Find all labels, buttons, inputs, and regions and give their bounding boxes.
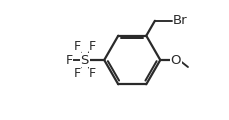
Text: F: F (89, 67, 96, 80)
Text: F: F (89, 40, 96, 53)
Text: F: F (73, 67, 80, 80)
Text: O: O (170, 54, 180, 66)
Text: Br: Br (172, 14, 187, 27)
Text: S: S (80, 54, 89, 66)
Text: F: F (65, 54, 73, 66)
Text: F: F (73, 40, 80, 53)
